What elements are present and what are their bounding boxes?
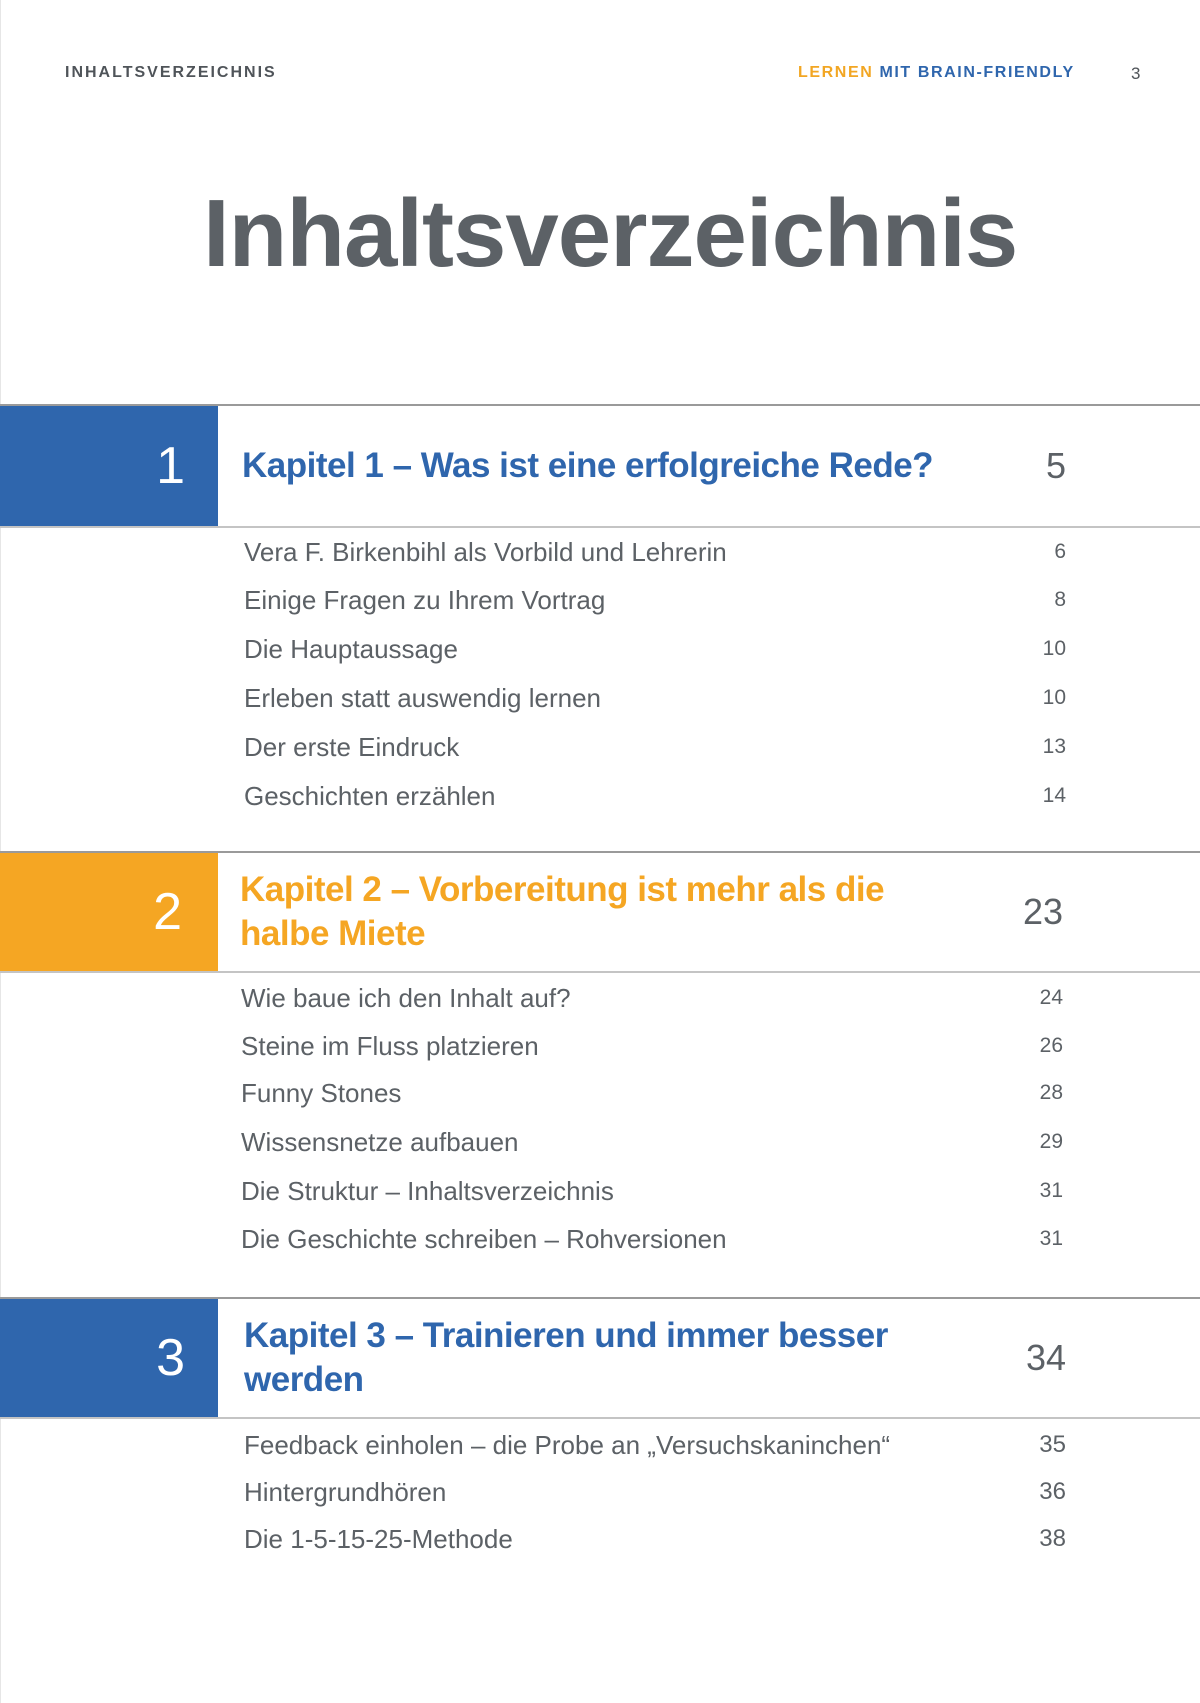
chapter-number-box: 2 [0, 853, 218, 971]
running-head-series: LERNEN MIT BRAIN-FRIENDLY [798, 64, 1075, 82]
toc-entry-title: Vera F. Birkenbihl als Vorbild und Lehre… [244, 537, 727, 567]
toc-entry[interactable]: Die Struktur – Inhaltsverzeichnis 31 [0, 1171, 1200, 1211]
toc-entry[interactable]: Feedback einholen – die Probe an „Versuc… [0, 1425, 1200, 1465]
toc-entry-page: 10 [1042, 637, 1066, 660]
chapter-3-heading[interactable]: 3 Kapitel 3 – Trainieren und immer besse… [0, 1297, 1200, 1419]
chapter-page-number: 5 [1045, 445, 1067, 486]
toc-entry-title: Steine im Fluss platzieren [241, 1031, 539, 1061]
toc-entry-title: Einige Fragen zu Ihrem Vortrag [244, 585, 606, 615]
toc-entry-page: 36 [1039, 1478, 1066, 1505]
toc-entry-title: Hintergrundhören [244, 1477, 447, 1507]
chapter-title: Kapitel 3 – Trainieren und immer besser … [244, 1316, 888, 1399]
toc-entry-page: 13 [1042, 735, 1066, 758]
chapter-1-heading[interactable]: 1 Kapitel 1 – Was ist eine erfolgreiche … [0, 404, 1200, 528]
toc-entry-title: Wie baue ich den Inhalt auf? [241, 983, 571, 1013]
toc-entry-title: Wissensnetze aufbauen [241, 1127, 519, 1157]
toc-entry[interactable]: Steine im Fluss platzieren 26 [0, 1026, 1200, 1066]
toc-entry[interactable]: Wissensnetze aufbauen 29 [0, 1122, 1200, 1162]
toc-entry-page: 24 [1039, 986, 1063, 1009]
toc-entry[interactable]: Die 1-5-15-25-Methode 38 [0, 1519, 1200, 1559]
toc-entry[interactable]: Funny Stones 28 [0, 1073, 1200, 1113]
toc-entry-page: 28 [1039, 1081, 1063, 1104]
toc-entry-page: 31 [1039, 1227, 1063, 1250]
toc-entry-page: 14 [1042, 784, 1066, 807]
page-number: 3 [1131, 64, 1141, 83]
chapter-2-heading[interactable]: 2 Kapitel 2 – Vorbereitung ist mehr als … [0, 851, 1200, 973]
chapter-number: 2 [153, 883, 182, 941]
series-part-lernen: LERNEN [798, 64, 874, 81]
chapter-number: 1 [156, 437, 185, 495]
toc-entry[interactable]: Der erste Eindruck 13 [0, 727, 1200, 767]
chapter-page-number: 23 [1022, 891, 1064, 932]
toc-entry-title: Erleben statt auswendig lernen [244, 683, 602, 713]
toc-entry-page: 10 [1042, 686, 1066, 709]
toc-entry-page: 8 [1054, 588, 1066, 611]
toc-entry[interactable]: Hintergrundhören 36 [0, 1472, 1200, 1512]
toc-entry-title: Funny Stones [241, 1078, 402, 1108]
series-part-brain-friendly: MIT BRAIN-FRIENDLY [879, 64, 1075, 81]
toc-entry-page: 35 [1039, 1431, 1066, 1458]
toc-entry[interactable]: Vera F. Birkenbihl als Vorbild und Lehre… [0, 532, 1200, 572]
toc-entry-page: 6 [1054, 540, 1066, 563]
chapter-number-box: 1 [0, 406, 218, 526]
toc-entry-title: Die Hauptaussage [244, 634, 458, 664]
toc-entry-page: 38 [1039, 1525, 1066, 1552]
toc-entry-title: Geschichten erzählen [244, 781, 496, 811]
toc-entry-title: Die 1-5-15-25-Methode [244, 1524, 513, 1554]
toc-entry[interactable]: Wie baue ich den Inhalt auf? 24 [0, 978, 1200, 1018]
toc-entry-title: Die Geschichte schreiben – Rohversionen [241, 1224, 727, 1254]
running-head-section: INHALTSVERZEICHNIS [65, 64, 277, 81]
toc-entry-page: 26 [1039, 1034, 1063, 1057]
chapter-number: 3 [156, 1329, 185, 1387]
toc-entry-page: 29 [1039, 1130, 1063, 1153]
page-title: Inhaltsverzeichnis [203, 180, 1018, 287]
toc-entry-title: Die Struktur – Inhaltsverzeichnis [241, 1176, 614, 1206]
toc-entry[interactable]: Geschichten erzählen 14 [0, 776, 1200, 816]
toc-entry-page: 31 [1039, 1179, 1063, 1202]
toc-entry[interactable]: Die Hauptaussage 10 [0, 629, 1200, 669]
toc-entry[interactable]: Einige Fragen zu Ihrem Vortrag 8 [0, 580, 1200, 620]
chapter-title: Kapitel 1 – Was ist eine erfolgreiche Re… [242, 446, 934, 485]
toc-entry[interactable]: Die Geschichte schreiben – Rohversionen … [0, 1219, 1200, 1259]
chapter-number-box: 3 [0, 1299, 218, 1417]
chapter-page-number: 34 [1025, 1337, 1067, 1378]
toc-entry[interactable]: Erleben statt auswendig lernen 10 [0, 678, 1200, 718]
chapter-title: Kapitel 2 – Vorbereitung ist mehr als di… [240, 870, 885, 953]
toc-entry-title: Feedback einholen – die Probe an „Versuc… [244, 1430, 891, 1460]
toc-entry-title: Der erste Eindruck [244, 732, 460, 762]
